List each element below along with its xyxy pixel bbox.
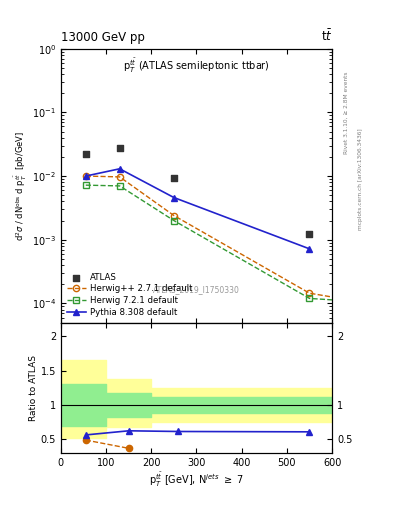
Herwig 7.2.1 default [83, 182, 88, 188]
Herwig++ 2.7.1 default [353, 298, 357, 304]
Text: 13000 GeV pp: 13000 GeV pp [61, 31, 145, 44]
ATLAS [83, 150, 89, 158]
Text: ATLAS_2019_I1750330: ATLAS_2019_I1750330 [153, 285, 240, 294]
Pythia 8.308 default [117, 166, 122, 172]
Text: t$\bar{t}$: t$\bar{t}$ [321, 28, 332, 44]
ATLAS [171, 174, 177, 182]
Pythia 8.308 default [83, 173, 88, 179]
Herwig 7.2.1 default [307, 295, 312, 302]
Herwig++ 2.7.1 default [307, 290, 312, 296]
Herwig++ 2.7.1 default [172, 212, 176, 219]
ATLAS [307, 229, 313, 238]
Line: Herwig++ 2.7.1 default: Herwig++ 2.7.1 default [83, 173, 358, 304]
Herwig 7.2.1 default [172, 218, 176, 224]
Pythia 8.308 default [172, 195, 176, 201]
Pythia 8.308 default [307, 246, 312, 252]
Text: Rivet 3.1.10, ≥ 2.8M events: Rivet 3.1.10, ≥ 2.8M events [344, 71, 349, 154]
Text: p$_T^{t\bar{t}}$ (ATLAS semileptonic ttbar): p$_T^{t\bar{t}}$ (ATLAS semileptonic ttb… [123, 57, 270, 75]
Herwig 7.2.1 default [353, 298, 357, 305]
Y-axis label: Ratio to ATLAS: Ratio to ATLAS [29, 355, 38, 421]
Legend: ATLAS, Herwig++ 2.7.1 default, Herwig 7.2.1 default, Pythia 8.308 default: ATLAS, Herwig++ 2.7.1 default, Herwig 7.… [65, 271, 195, 318]
Herwig++ 2.7.1 default [83, 173, 88, 179]
ATLAS [116, 143, 123, 152]
Line: Pythia 8.308 default: Pythia 8.308 default [83, 166, 312, 252]
Herwig++ 2.7.1 default [117, 174, 122, 180]
Text: mcplots.cern.ch [arXiv:1306.3436]: mcplots.cern.ch [arXiv:1306.3436] [358, 129, 363, 230]
Line: Herwig 7.2.1 default: Herwig 7.2.1 default [83, 182, 358, 305]
Y-axis label: d$^2\sigma$ / dN$^{\rm obs}$ d p$^{t\bar{t}}_{T}$  [pb/GeV]: d$^2\sigma$ / dN$^{\rm obs}$ d p$^{t\bar… [13, 131, 29, 241]
Herwig 7.2.1 default [117, 183, 122, 189]
X-axis label: p$^{t\bar{t}}_{T}$ [GeV], N$^{jets}$ $\geq$ 7: p$^{t\bar{t}}_{T}$ [GeV], N$^{jets}$ $\g… [149, 471, 244, 489]
